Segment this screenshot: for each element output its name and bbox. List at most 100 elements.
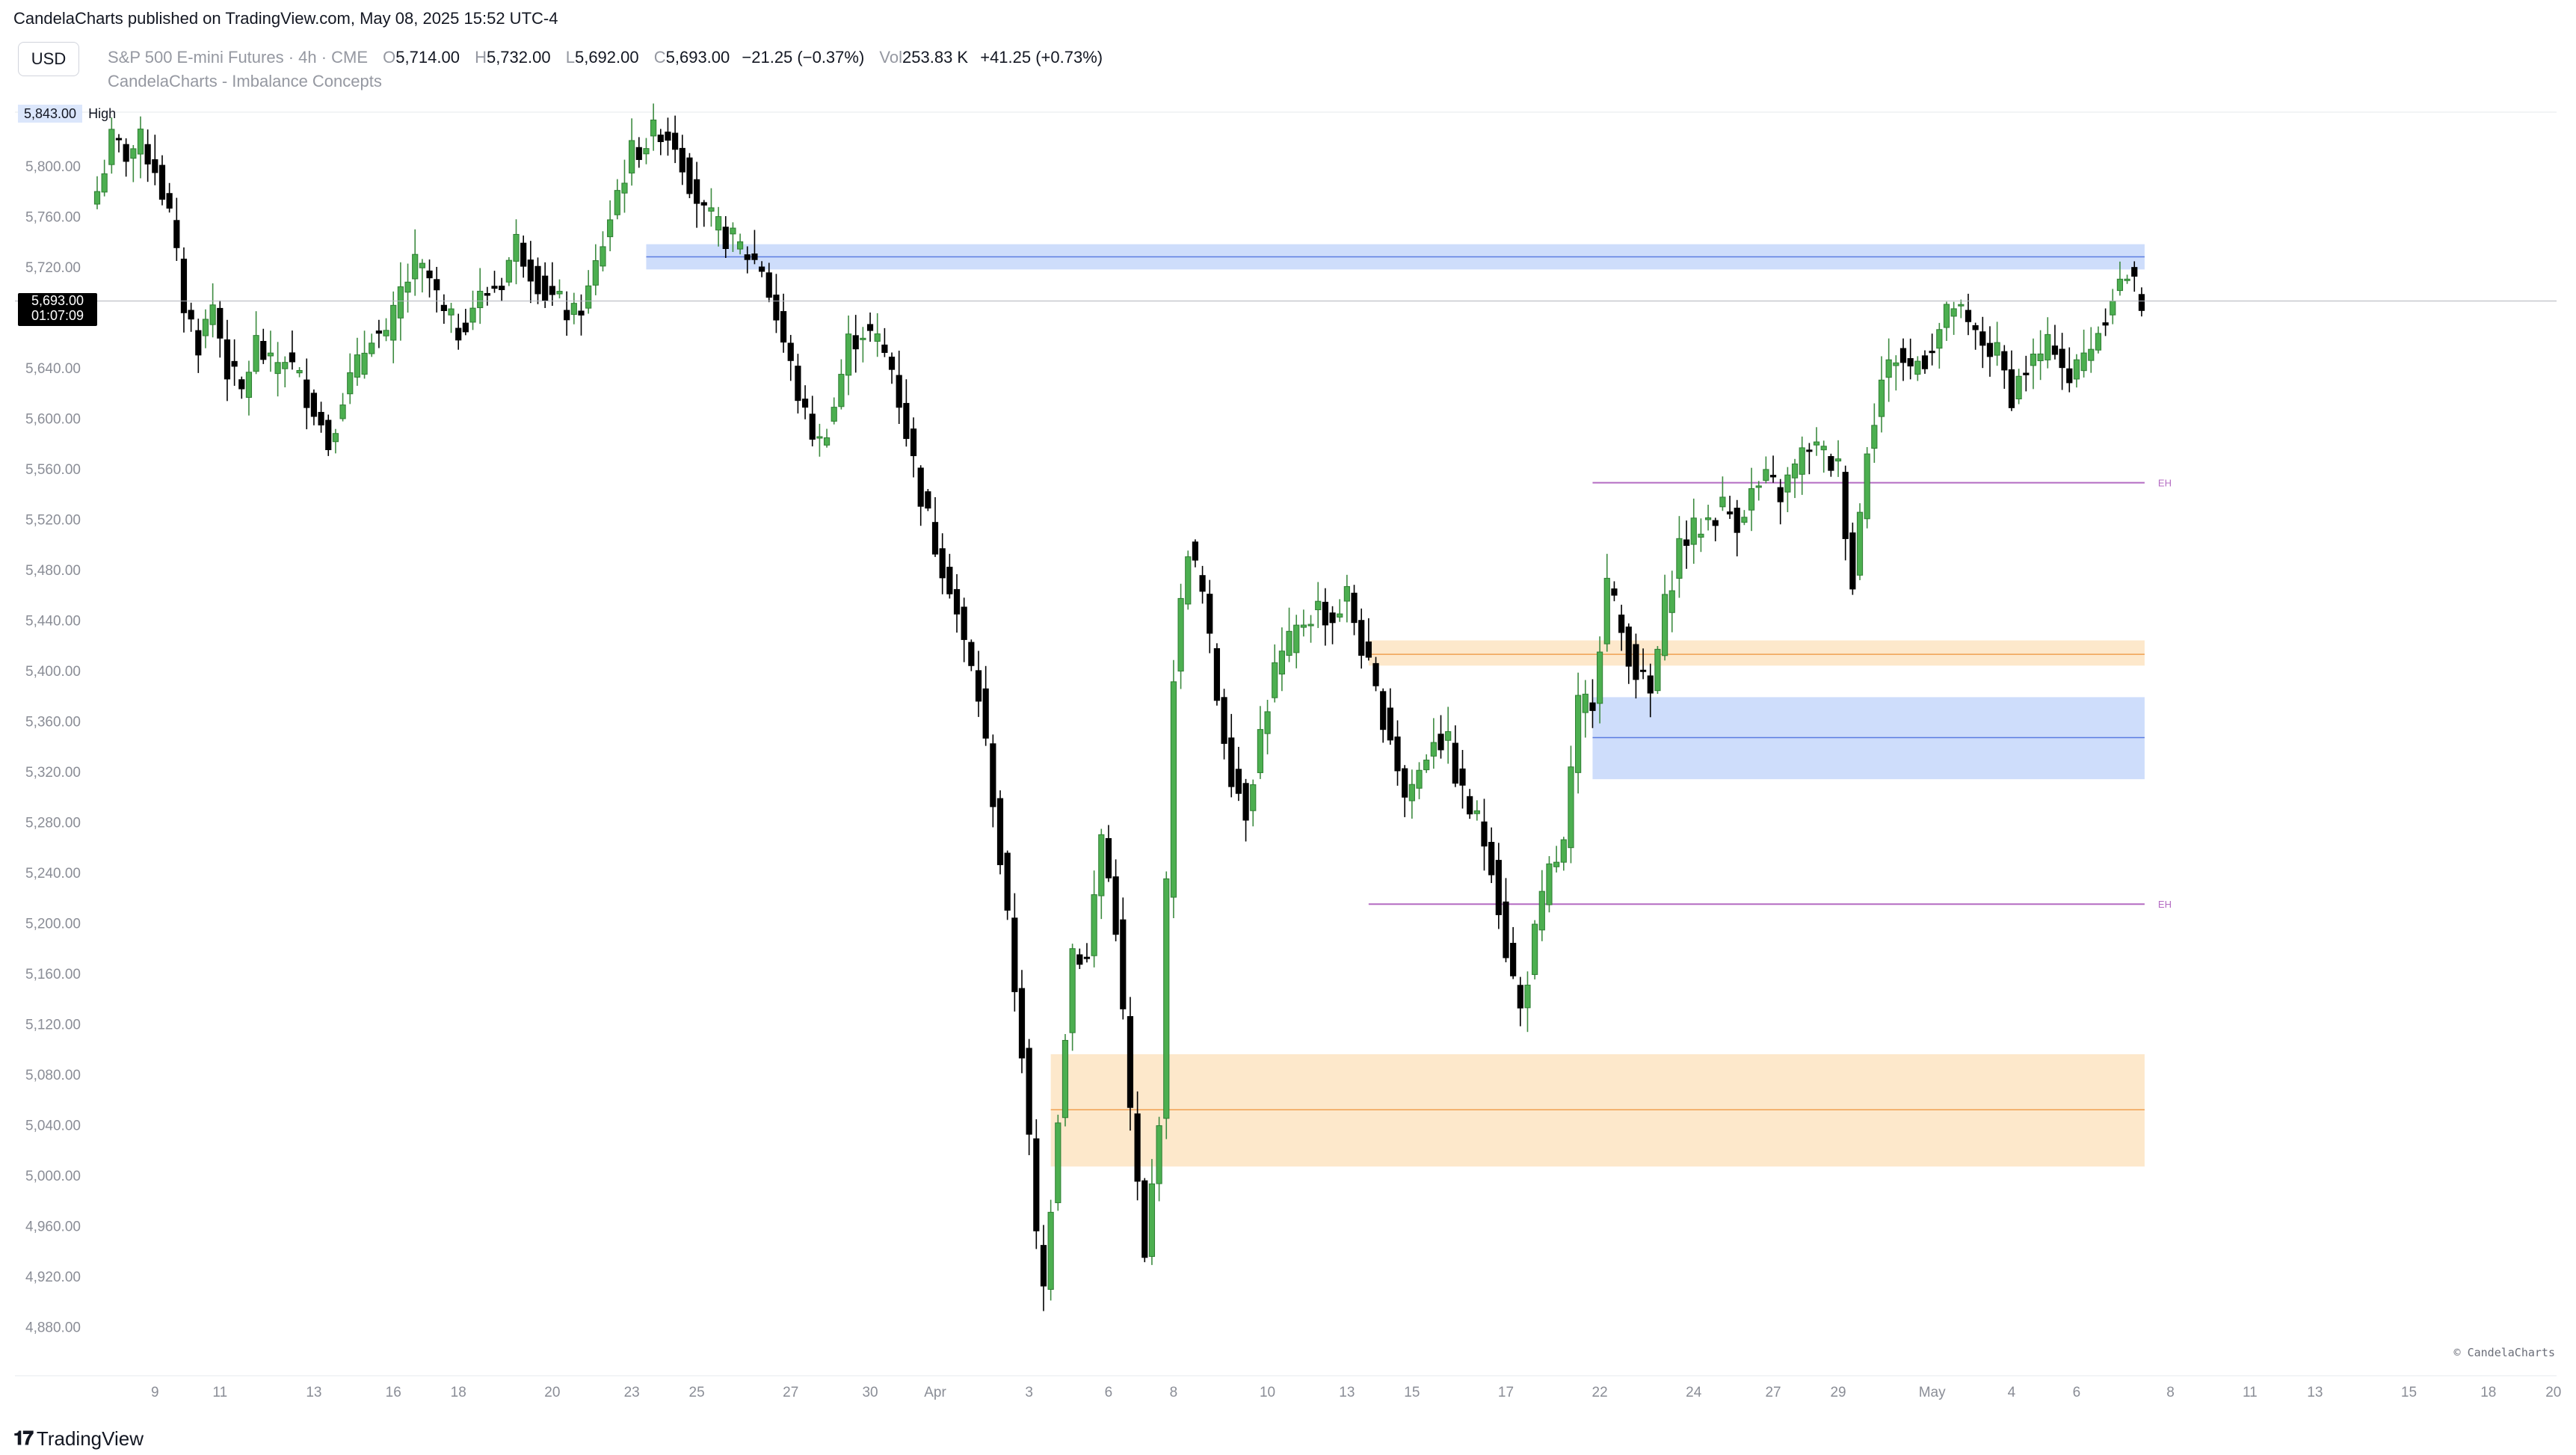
bear-candle <box>1083 956 1091 959</box>
y-tick-label: 5,440.00 <box>25 614 81 630</box>
bear-candle <box>1011 917 1018 992</box>
bull-candle <box>823 437 831 446</box>
bear-candle <box>1726 511 1734 514</box>
bull-candle <box>137 129 144 155</box>
bull-candle <box>1834 458 1842 462</box>
bull-candle <box>412 253 419 280</box>
y-tick-label: 5,000.00 <box>25 1169 81 1184</box>
bear-candle <box>303 379 310 408</box>
bull-candle <box>267 352 274 357</box>
bull-candle <box>383 330 389 336</box>
bull-candle <box>1055 1122 1061 1204</box>
last-price-value: 5,693.00 <box>31 293 84 308</box>
x-tick-label: Apr <box>924 1385 946 1400</box>
y-tick-label: 5,280.00 <box>25 816 81 831</box>
bear-candle <box>961 606 967 640</box>
bear-candle <box>795 366 801 402</box>
bull-candle <box>130 148 137 159</box>
bear-candle <box>549 286 555 295</box>
bear-candle <box>1734 508 1740 533</box>
bear-candle <box>1459 768 1466 786</box>
bull-candle <box>1560 839 1567 863</box>
bull-candle <box>1343 585 1350 602</box>
bear-candle <box>1213 647 1221 701</box>
x-tick-label: 11 <box>212 1385 227 1400</box>
bear-candle <box>2102 322 2109 326</box>
x-tick-label: 29 <box>1830 1385 1846 1400</box>
bull-candle <box>1676 538 1683 579</box>
close-label: C <box>653 48 666 67</box>
x-tick-label: 30 <box>862 1385 878 1400</box>
bear-candle <box>1040 1245 1047 1287</box>
bull-candle <box>1791 463 1799 479</box>
bullish-imbalance-zone <box>1592 697 2145 780</box>
high-price-value: 5,843.00 <box>18 105 83 123</box>
bull-candle <box>1170 681 1177 898</box>
bear-candle <box>896 375 902 408</box>
bear-candle <box>787 342 794 361</box>
bull-candle <box>730 227 736 235</box>
bull-candle <box>1914 360 1921 375</box>
bull-candle <box>1719 496 1726 508</box>
bull-candle <box>2088 348 2095 361</box>
bear-candle <box>224 339 231 380</box>
bull-candle <box>1885 359 1892 378</box>
bear-candle <box>975 670 982 702</box>
bull-candle <box>1524 985 1531 1009</box>
x-tick-label: 18 <box>2480 1385 2496 1400</box>
bull-candle <box>202 319 209 336</box>
x-tick-label: 8 <box>2166 1385 2175 1400</box>
symbol-title[interactable]: S&P 500 E-mini Futures · 4h · CME <box>108 48 369 67</box>
bull-candle <box>1177 597 1184 672</box>
indicator-title[interactable]: CandelaCharts - Imbalance Concepts <box>108 72 382 90</box>
bull-candle <box>2116 278 2124 292</box>
bear-candle <box>2008 369 2015 408</box>
bull-candle <box>600 246 606 267</box>
bear-candle <box>996 798 1004 866</box>
bear-candle <box>1076 954 1083 965</box>
bull-candle <box>1668 590 1675 613</box>
bear-candle <box>881 344 888 353</box>
bull-candle <box>1936 329 1943 349</box>
bear-candle <box>758 266 765 272</box>
bear-candle <box>1372 662 1379 686</box>
high-value: 5,732.00 <box>486 48 551 67</box>
bear-candle <box>780 311 787 343</box>
bull-candle <box>1813 441 1820 446</box>
bull-candle <box>1704 517 1712 520</box>
bull-candle <box>1755 485 1762 488</box>
bear-candle <box>173 220 180 248</box>
bull-candle <box>816 436 823 439</box>
bull-candle <box>1307 624 1314 627</box>
bear-candle <box>2001 351 2008 371</box>
bull-candle <box>253 335 259 372</box>
y-tick-label: 4,920.00 <box>25 1270 81 1285</box>
copyright-note: © CandelaCharts <box>2453 1346 2555 1359</box>
bear-candle <box>1141 1180 1148 1258</box>
bull-candle <box>332 433 339 443</box>
y-tick-label: 5,560.00 <box>25 462 81 478</box>
y-tick-label: 5,480.00 <box>25 563 81 579</box>
currency-button[interactable]: USD <box>18 42 79 76</box>
bull-candle <box>1856 511 1864 576</box>
bear-candle <box>982 688 989 739</box>
bull-candle <box>1603 577 1610 645</box>
bear-candle <box>1387 707 1393 741</box>
x-tick-label: 8 <box>1170 1385 1178 1400</box>
bear-candle <box>1921 355 1929 369</box>
x-tick-label: 27 <box>783 1385 798 1400</box>
bull-candle <box>361 352 368 375</box>
tradingview-logo[interactable]: 𝟏𝟕 TradingView <box>13 1427 144 1451</box>
bull-candle <box>1568 766 1574 849</box>
bear-candle <box>1517 985 1523 1009</box>
bear-candle <box>1192 541 1199 561</box>
x-tick-label: 25 <box>689 1385 705 1400</box>
bull-candle <box>1654 648 1661 692</box>
bear-candle <box>195 330 202 356</box>
bull-candle <box>1250 784 1257 811</box>
bull-candle <box>1156 1125 1162 1184</box>
bear-candle <box>1438 733 1444 751</box>
bear-candle <box>260 341 267 360</box>
bear-candle <box>2138 294 2145 311</box>
